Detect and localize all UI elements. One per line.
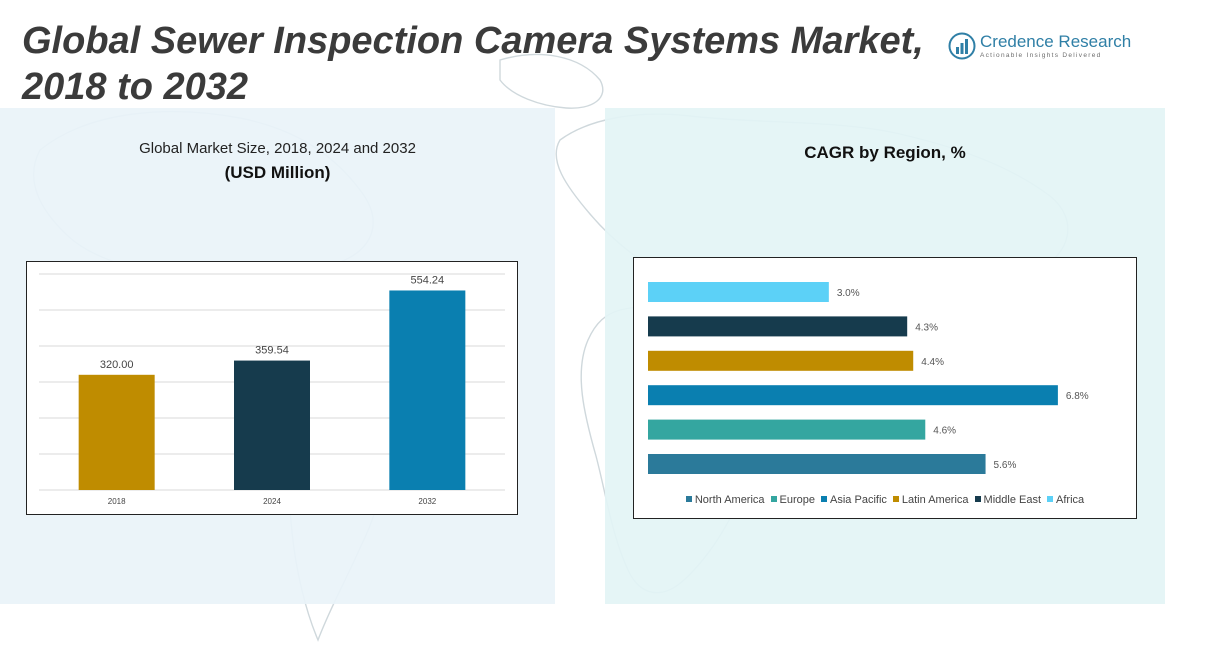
legend-item-africa: Africa [1047, 494, 1084, 506]
legend-label: Asia Pacific [830, 494, 887, 506]
market-size-bar-chart: 320.00 2018 359.54 2024 554.24 2032 [26, 261, 518, 515]
hbar-asia-pacific [648, 385, 1058, 406]
market-size-chart-title: Global Market Size, 2018, 2024 and 2032 [139, 140, 416, 157]
logo-bar-chart-icon [948, 32, 976, 60]
credence-research-logo: Credence Research Actionable Insights De… [948, 30, 1148, 66]
legend-label: North America [694, 494, 765, 506]
bar-2018 [78, 374, 155, 490]
x-tick-label-2024: 2024 [263, 497, 281, 506]
cagr-chart-title: CAGR by Region, % [804, 143, 966, 162]
bar-value-label-2032: 554.24 [411, 274, 445, 286]
hbar-value-label-europe: 4.6% [933, 426, 956, 437]
x-tick-label-2032: 2032 [418, 497, 436, 506]
legend-swatch [974, 496, 981, 502]
hbar-value-label-asia-pacific: 6.8% [1066, 391, 1089, 402]
legend-item-europe: Europe [770, 494, 816, 506]
legend-item-north-america: North America [685, 494, 765, 506]
hbar-latin-america [648, 350, 914, 371]
legend-swatch [892, 496, 899, 502]
market-size-bar-chart-svg: 320.00 2018 359.54 2024 554.24 2032 [39, 273, 505, 506]
logo-name: Credence Research [980, 32, 1132, 51]
bar-value-label-2024: 359.54 [255, 345, 289, 357]
hbar-africa [648, 282, 829, 302]
legend-label: Europe [779, 494, 816, 506]
hbar-value-label-middle-east: 4.3% [915, 322, 938, 333]
legend-label: Latin America [901, 494, 969, 506]
legend-swatch [685, 496, 692, 502]
legend-swatch [821, 496, 828, 502]
legend-label: Africa [1056, 494, 1085, 506]
page-title-line-1: Global Sewer Inspection Camera Systems M… [22, 20, 924, 62]
legend-label: Middle East [983, 494, 1042, 506]
bar-2024 [234, 360, 310, 490]
legend-item-asia-pacific: Asia Pacific [821, 494, 887, 506]
hbar-europe [648, 419, 926, 440]
bar-value-label-2018: 320.00 [100, 359, 134, 371]
cagr-by-region-bar-chart: 3.0% 4.3% 4.4% 6.8% 4.6% 5.6% North America Eu… [633, 257, 1137, 519]
cagr-chart-legend: North America Europe Asia Pacific Latin Ame… [634, 494, 1136, 506]
hbar-value-label-latin-america: 4.4% [921, 357, 944, 368]
legend-item-latin-america: Latin America [892, 494, 969, 506]
hbar-value-label-north-america: 5.6% [994, 460, 1017, 471]
legend-swatch [770, 496, 777, 502]
page-title-line-2: 2018 to 2032 [22, 66, 249, 108]
hbar-north-america [648, 454, 986, 474]
hbar-middle-east [648, 316, 908, 337]
legend-item-middle-east: Middle East [974, 494, 1042, 506]
market-size-unit-label: (USD Million) [224, 163, 331, 182]
legend-swatch [1047, 496, 1054, 502]
logo-tagline: Actionable Insights Delivered [980, 52, 1102, 59]
hbar-value-label-africa: 3.0% [837, 288, 860, 299]
page-title: Global Sewer Inspection Camera Systems M… [22, 18, 962, 110]
x-tick-label-2018: 2018 [108, 497, 126, 506]
cagr-bar-chart-svg: 3.0% 4.3% 4.4% 6.8% 4.6% 5.6% [648, 282, 1089, 474]
bar-2032 [389, 290, 466, 490]
